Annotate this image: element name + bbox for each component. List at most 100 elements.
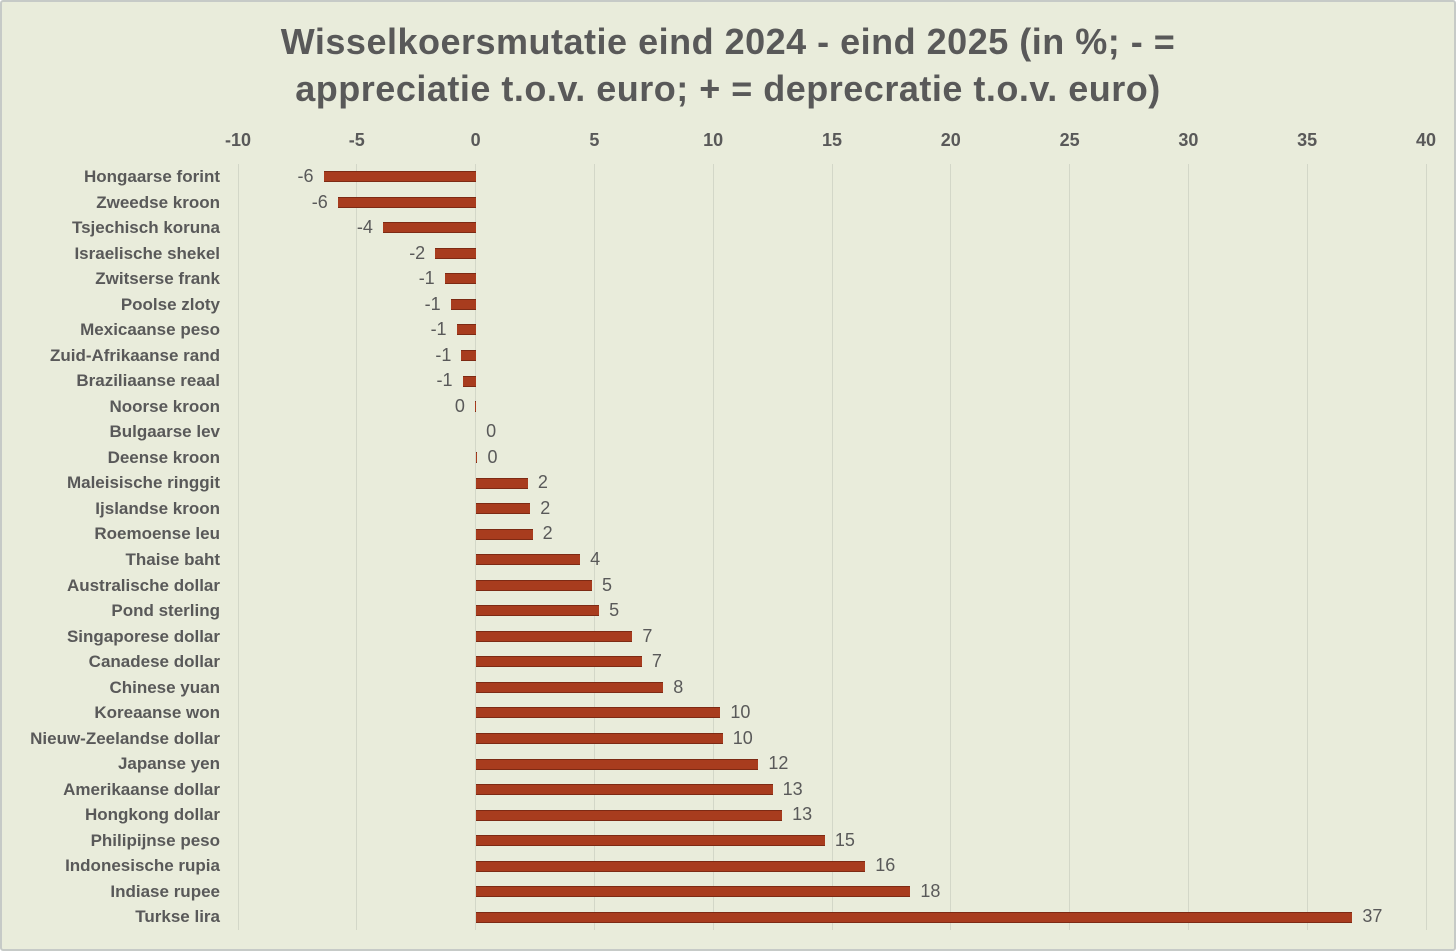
category-label: Australische dollar bbox=[66, 575, 220, 595]
chart-row: Indonesische rupia 16 bbox=[2, 853, 1454, 879]
value-label: 5 bbox=[609, 600, 620, 621]
value-label: 12 bbox=[768, 753, 789, 774]
category-label: Poolse zloty bbox=[120, 294, 220, 314]
chart-row: Deense kroon 0 bbox=[2, 445, 1454, 471]
bar bbox=[475, 707, 721, 719]
chart-row: Chinese yuan 8 bbox=[2, 675, 1454, 701]
category-label: Canadese dollar bbox=[88, 652, 220, 672]
gridline bbox=[1187, 164, 1189, 930]
chart-row: Zweedse kroon -6 bbox=[2, 190, 1454, 216]
category-label: Roemoense leu bbox=[94, 524, 220, 544]
plot-area bbox=[237, 164, 1427, 930]
x-tick-label: -10 bbox=[224, 130, 252, 150]
x-tick-label: 25 bbox=[1059, 130, 1080, 150]
bar bbox=[450, 298, 476, 310]
bar bbox=[475, 554, 581, 566]
gridline bbox=[1425, 164, 1427, 930]
category-label: Thaise baht bbox=[125, 550, 220, 569]
chart-row: Philipijnse peso 15 bbox=[2, 828, 1454, 854]
value-label: 15 bbox=[834, 829, 855, 850]
chart-row: Japanse yen 12 bbox=[2, 751, 1454, 777]
category-label: Philipijnse peso bbox=[90, 830, 220, 850]
chart-row: Braziliaanse reaal -1 bbox=[2, 368, 1454, 394]
value-label: 10 bbox=[732, 727, 753, 748]
x-tick-label: 35 bbox=[1297, 130, 1318, 150]
bar bbox=[475, 835, 825, 847]
gridline bbox=[1306, 164, 1308, 930]
value-label: 2 bbox=[542, 523, 553, 544]
bar bbox=[337, 196, 476, 208]
rows: Hongaarse forint -6 Zweedse kroon -6 Tsjechi… bbox=[2, 164, 1454, 930]
chart-title-line1: Wisselkoersmutatie eind 2024 - eind 2025… bbox=[280, 21, 1176, 62]
category-label: Amerikaanse dollar bbox=[63, 779, 220, 799]
value-label: 8 bbox=[673, 676, 684, 697]
x-tick-label: 10 bbox=[703, 130, 724, 150]
bar bbox=[475, 758, 759, 770]
bar bbox=[475, 809, 783, 821]
category-label: Zuid-Afrikaanse rand bbox=[49, 345, 220, 365]
chart-row: Thaise baht 4 bbox=[2, 547, 1454, 573]
bar bbox=[475, 732, 723, 744]
value-label: 4 bbox=[590, 549, 601, 569]
gridline bbox=[1069, 164, 1071, 930]
category-label: Singaporese dollar bbox=[66, 626, 220, 646]
value-label: 7 bbox=[642, 625, 653, 646]
value-label: -6 bbox=[297, 166, 314, 186]
bar bbox=[475, 630, 633, 642]
category-label: Noorse kroon bbox=[109, 396, 220, 416]
value-label: 0 bbox=[454, 395, 465, 416]
bar bbox=[474, 401, 476, 413]
value-label: 13 bbox=[782, 778, 803, 799]
value-label: 0 bbox=[486, 421, 497, 442]
gridline bbox=[712, 164, 714, 930]
category-label: Mexicaanse peso bbox=[80, 320, 220, 340]
value-label: 10 bbox=[730, 702, 751, 723]
value-label: -2 bbox=[409, 242, 426, 263]
value-label: -1 bbox=[430, 319, 447, 340]
bar bbox=[475, 579, 593, 591]
bar bbox=[475, 452, 478, 464]
category-label: Israelische shekel bbox=[74, 243, 220, 263]
category-label: Tsjechisch koruna bbox=[71, 218, 220, 238]
x-tick-label: 30 bbox=[1178, 130, 1199, 150]
value-label: 2 bbox=[537, 472, 548, 493]
chart-row: Turkse lira 37 bbox=[2, 904, 1454, 930]
x-tick-label: 20 bbox=[940, 130, 961, 150]
bar bbox=[323, 171, 476, 183]
chart-row: Hongkong dollar 13 bbox=[2, 802, 1454, 828]
bar bbox=[456, 324, 476, 336]
category-label: Hongaarse forint bbox=[83, 167, 220, 186]
bar bbox=[444, 273, 476, 285]
chart-row: Zwitserse frank -1 bbox=[2, 266, 1454, 292]
chart-row: Pond sterling 5 bbox=[2, 598, 1454, 624]
category-label: Maleisische ringgit bbox=[66, 473, 220, 493]
category-label: Japanse yen bbox=[117, 754, 220, 774]
bar bbox=[382, 222, 476, 234]
value-label: 16 bbox=[875, 855, 896, 876]
category-label: Koreaanse won bbox=[94, 703, 220, 723]
chart-row: Israelische shekel -2 bbox=[2, 241, 1454, 267]
bar bbox=[475, 860, 866, 872]
category-label: Zweedse kroon bbox=[96, 192, 220, 212]
bar bbox=[462, 375, 476, 387]
x-tick-label: -5 bbox=[348, 130, 365, 150]
bar bbox=[461, 349, 476, 361]
x-tick-label: 15 bbox=[821, 130, 843, 150]
value-label: -1 bbox=[424, 293, 441, 314]
bar bbox=[475, 784, 773, 796]
chart-row: Amerikaanse dollar 13 bbox=[2, 777, 1454, 803]
x-tick-label: 5 bbox=[589, 130, 600, 150]
value-label: -1 bbox=[418, 268, 435, 289]
category-label: Turkse lira bbox=[135, 907, 220, 927]
category-label: Braziliaanse reaal bbox=[76, 371, 220, 391]
chart-row: Poolse zloty -1 bbox=[2, 292, 1454, 318]
category-label: Indonesische rupia bbox=[65, 856, 220, 876]
gridline bbox=[593, 164, 595, 930]
gridline bbox=[475, 164, 477, 930]
gridline bbox=[356, 164, 358, 930]
category-label: Indiase rupee bbox=[110, 881, 220, 901]
category-label: Nieuw-Zeelandse dollar bbox=[30, 728, 220, 748]
value-label: -1 bbox=[436, 370, 453, 391]
value-label: 0 bbox=[487, 446, 498, 467]
bar bbox=[475, 477, 528, 489]
